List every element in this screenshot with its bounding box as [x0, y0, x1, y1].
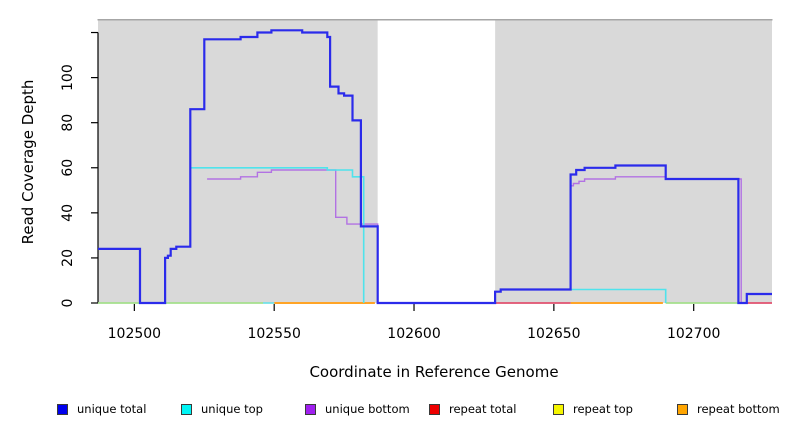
legend-label: unique top [201, 402, 263, 416]
legend: unique total unique top unique bottom repea… [0, 401, 792, 419]
series-unique-bottom [207, 169, 379, 303]
legend-item-unique-total: unique total [57, 401, 146, 417]
y-tick-label: 20 [60, 249, 76, 267]
series-unique-total [98, 29, 772, 305]
legend-swatch-repeat-bottom [677, 403, 688, 415]
legend-label: repeat bottom [697, 402, 780, 416]
legend-swatch-repeat-total [429, 403, 440, 415]
legend-swatch-repeat-top [553, 403, 564, 415]
x-tick-label: 102700 [667, 326, 720, 342]
x-tick-label: 102550 [247, 326, 300, 342]
y-axis-label: Read Coverage Depth [19, 79, 37, 245]
legend-label: unique bottom [325, 402, 410, 416]
legend-label: unique total [77, 402, 147, 416]
legend-label: repeat total [449, 402, 517, 416]
x-tick-label: 102600 [387, 326, 440, 342]
y-tick-label: 80 [60, 114, 76, 132]
y-tick-label: 100 [60, 64, 76, 91]
legend-item-repeat-top: repeat top [553, 401, 633, 417]
legend-swatch-unique-bottom [305, 403, 316, 415]
legend-item-unique-bottom: unique bottom [305, 401, 410, 417]
legend-swatch-unique-top [181, 403, 192, 415]
legend-label: repeat top [573, 402, 633, 416]
y-tick-label: 0 [60, 299, 76, 308]
legend-swatch-unique-total [57, 403, 68, 415]
legend-item-repeat-total: repeat total [429, 401, 516, 417]
y-tick-label: 60 [60, 159, 76, 177]
shaded-region [495, 19, 772, 303]
x-axis-label: Coordinate in Reference Genome [309, 363, 559, 381]
x-tick-label: 102500 [108, 326, 161, 342]
x-tick-label: 102650 [527, 326, 580, 342]
legend-item-repeat-bottom: repeat bottom [677, 401, 780, 417]
y-tick-label: 40 [60, 204, 76, 222]
series-unique-top [190, 167, 365, 303]
legend-item-unique-top: unique top [181, 401, 263, 417]
